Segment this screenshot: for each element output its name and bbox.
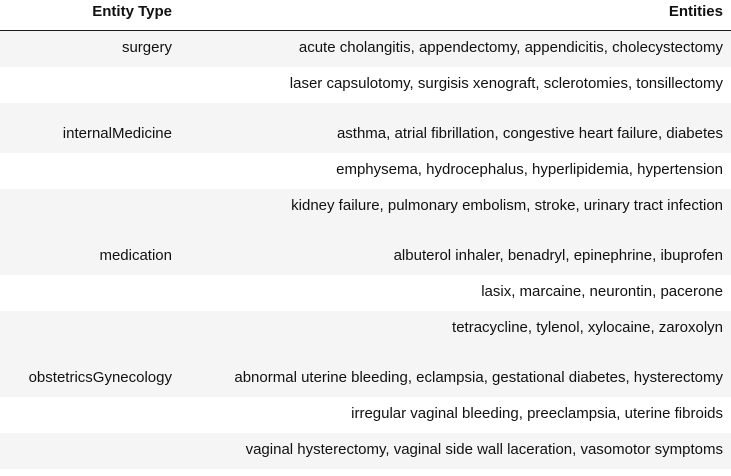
table-row: irregular vaginal bleeding, preeclampsia… [0, 397, 731, 433]
entities-header: Entities [668, 3, 723, 20]
entities-cell: tetracycline, tylenol, xylocaine, zaroxo… [452, 319, 723, 336]
table-row: emphysema, hydrocephalus, hyperlipidemia… [0, 153, 731, 189]
table-row: internalMedicine asthma, atrial fibrillat… [0, 117, 731, 153]
entities-cell: lasix, marcaine, neurontin, pacerone [481, 283, 723, 300]
entity-type-cell: medication [99, 247, 172, 264]
entities-cell: irregular vaginal bleeding, preeclampsia… [351, 405, 723, 422]
entities-cell: vaginal hysterectomy, vaginal side wall … [245, 441, 723, 458]
entities-cell: asthma, atrial fibrillation, congestive … [336, 125, 723, 142]
group-separator [0, 103, 731, 117]
table-row: kidney failure, pulmonary embolism, stro… [0, 189, 731, 225]
entity-type-cell: surgery [121, 39, 172, 56]
table-header: Entity Type Entities [0, 0, 731, 31]
entities-cell: acute cholangitis, appendectomy, appendi… [298, 39, 723, 56]
entity-type-cell: obstetricsGynecology [28, 369, 172, 386]
table-row: medication albuterol inhaler, benadryl, e… [0, 239, 731, 275]
table-row: surgery acute cholangitis, appendectomy, … [0, 31, 731, 67]
entity-type-header: Entity Type [92, 3, 172, 20]
group-separator [0, 225, 731, 239]
entities-cell: abnormal uterine bleeding, eclampsia, ge… [234, 369, 723, 386]
entities-cell: emphysema, hydrocephalus, hyperlipidemia… [336, 161, 723, 178]
table-row: tetracycline, tylenol, xylocaine, zaroxo… [0, 311, 731, 347]
entities-cell: kidney failure, pulmonary embolism, stro… [291, 197, 723, 214]
table-row: laser capsulotomy, surgisis xenograft, s… [0, 67, 731, 103]
table-row: lasix, marcaine, neurontin, pacerone [0, 275, 731, 311]
entities-cell: albuterol inhaler, benadryl, epinephrine… [393, 247, 723, 264]
entities-cell: laser capsulotomy, surgisis xenograft, s… [289, 75, 723, 92]
table-row: vaginal hysterectomy, vaginal side wall … [0, 433, 731, 469]
group-separator [0, 347, 731, 361]
table-row: obstetricsGynecology abnormal uterine ble… [0, 361, 731, 397]
entity-type-cell: internalMedicine [62, 125, 172, 142]
